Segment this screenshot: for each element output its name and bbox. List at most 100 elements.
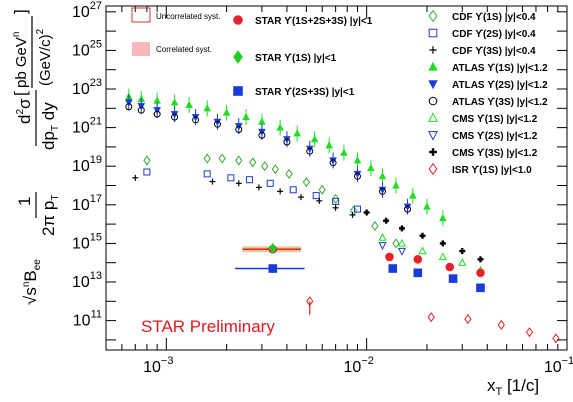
point (371, 220, 379, 232)
legend-label: ATLAS ϒ(2S) |y|<1.2 (452, 80, 548, 91)
y-label-units-num: pb GeVn (11, 32, 30, 88)
point (325, 141, 333, 149)
legend-label: CMS ϒ(2S) |y|<1.2 (452, 131, 538, 142)
x-tick-label-exp: −3 (161, 355, 174, 367)
y-label-frac1-den: 2π pT (39, 195, 61, 236)
point (233, 50, 243, 64)
annotation-star-preliminary: STAR Preliminary (141, 317, 275, 336)
y-label-units-bracket-r: ] (11, 9, 30, 14)
point (213, 120, 221, 128)
point (125, 103, 133, 111)
point (242, 112, 250, 121)
series-6 (125, 88, 447, 227)
point (428, 61, 438, 71)
point (171, 113, 179, 121)
point (235, 155, 243, 166)
x-axis-label-text: xT [1/c] (487, 376, 539, 398)
point (318, 184, 326, 195)
point (458, 258, 467, 266)
legend-label: CDF ϒ(1S) |y|<0.4 (452, 12, 536, 23)
point (409, 191, 417, 199)
point (306, 296, 314, 307)
series-4 (143, 168, 361, 213)
y-tick-label-exp: 27 (90, 0, 102, 12)
point (233, 15, 243, 25)
y-tick-label-exp: 17 (90, 193, 102, 205)
point (379, 187, 387, 195)
point (332, 193, 340, 205)
point (428, 162, 438, 176)
legend-uncorrelated-box (131, 7, 151, 23)
point (392, 238, 400, 249)
y-axis-label-text: √snBee (21, 259, 43, 305)
point (310, 134, 319, 143)
point (378, 232, 387, 241)
point (427, 312, 435, 323)
point (428, 9, 438, 23)
plot-area-border (105, 5, 568, 351)
legend-label: ATLAS ϒ(3S) |y|<1.2 (452, 97, 548, 108)
point (306, 147, 314, 155)
point (438, 252, 447, 261)
point (170, 98, 179, 106)
y-tick-label-exp: 19 (90, 154, 102, 166)
point (427, 131, 439, 141)
point (428, 80, 438, 90)
point (192, 116, 200, 124)
y-axis-label-deriv: d2σ dpT dy (15, 90, 61, 150)
y-label-frac2-den: dpT dy (39, 102, 61, 150)
point (302, 177, 310, 188)
point (153, 110, 161, 118)
legend-label: CDF ϒ(2S) |y|<0.4 (452, 29, 536, 40)
point (392, 181, 400, 189)
point (439, 214, 447, 222)
x-tick-label-exp: −1 (562, 355, 573, 367)
point (353, 205, 361, 213)
legend-label: CMS ϒ(1S) |y|<1.2 (452, 114, 538, 125)
y-axis-label: √snBee (21, 259, 43, 305)
point (245, 176, 253, 184)
x-axis-label: xT [1/c] (487, 376, 539, 398)
point (227, 174, 235, 182)
x-tick-label-exp: −2 (361, 355, 374, 367)
series-5 (132, 174, 356, 218)
point (213, 118, 222, 127)
legend-label: ISR ϒ(1S) |y|<1.0 (452, 165, 532, 176)
point (203, 170, 211, 178)
point (428, 96, 438, 106)
y-label-units-bracket-l: [ (11, 91, 30, 96)
y-tick-label-exp: 25 (90, 38, 102, 50)
point (261, 161, 269, 172)
point (378, 242, 387, 250)
y-label-frac1-num: 1 (15, 197, 34, 206)
point (418, 246, 427, 255)
legend-label: STAR ϒ(1S+2S+3S) |y|<1 (255, 16, 373, 27)
point (233, 86, 243, 96)
legend-label: STAR ϒ(1S) |y|<1 (255, 53, 337, 64)
point (276, 123, 284, 131)
point (476, 283, 485, 293)
point (305, 145, 314, 154)
point (378, 172, 387, 180)
point (413, 268, 423, 278)
point (497, 319, 505, 330)
point (185, 100, 193, 108)
point (312, 192, 320, 200)
y-tick-label-exp: 15 (90, 231, 102, 243)
point (385, 252, 394, 262)
point (340, 148, 348, 156)
point (203, 153, 211, 164)
legend-label: CMS ϒ(3S) |y|<1.2 (452, 148, 538, 159)
series-11 (363, 209, 484, 263)
y-axis-label-units: [ pb GeVn (GeV/c)2 ] (11, 9, 54, 96)
y-tick-label-exp: 11 (91, 309, 102, 321)
point (367, 163, 375, 172)
point (353, 156, 362, 164)
point (427, 112, 439, 122)
series-8 (125, 103, 412, 213)
y-tick-label-exp: 23 (90, 77, 102, 89)
point (388, 264, 398, 273)
point (266, 179, 274, 187)
